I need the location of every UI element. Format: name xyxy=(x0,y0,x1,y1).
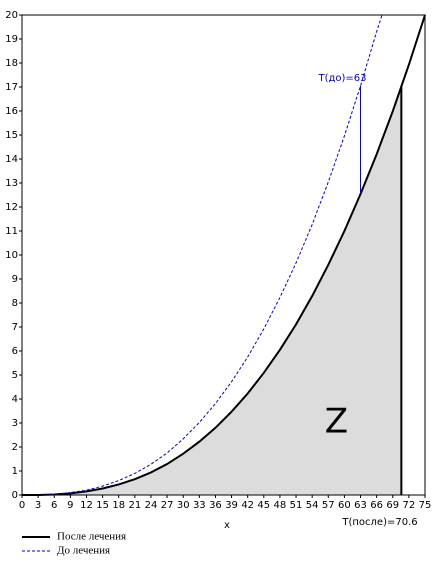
x-tick-label: 69 xyxy=(386,500,399,511)
x-tick-label: 6 xyxy=(51,500,57,511)
y-tick-label: 15 xyxy=(5,130,18,141)
x-tick-label: 72 xyxy=(403,500,416,511)
x-tick-label: 15 xyxy=(96,500,109,511)
x-tick-label: 33 xyxy=(193,500,206,511)
x-tick-label: 45 xyxy=(257,500,270,511)
y-tick-label: 1 xyxy=(12,466,18,477)
series-line xyxy=(22,14,426,496)
y-tick-label: 11 xyxy=(5,226,18,237)
x-tick-label: 36 xyxy=(209,500,222,511)
t-after-label: T(после)=70.6 xyxy=(341,517,417,528)
legend-label: До лечения xyxy=(57,545,110,557)
y-tick-label: 9 xyxy=(12,274,18,285)
x-tick-label: 24 xyxy=(145,500,158,511)
y-tick-label: 16 xyxy=(5,106,18,117)
x-tick-label: 42 xyxy=(241,500,254,511)
area-label: Z xyxy=(325,402,348,442)
y-tick-label: 2 xyxy=(12,442,18,453)
y-tick-label: 7 xyxy=(12,322,18,333)
y-tick-label: 18 xyxy=(5,58,18,69)
y-tick-label: 13 xyxy=(5,178,18,189)
x-tick-label: 0 xyxy=(19,500,25,511)
y-tick-label: 8 xyxy=(12,298,18,309)
x-tick-label: 18 xyxy=(112,500,125,511)
x-axis-label: x xyxy=(224,520,230,531)
y-tick-label: 0 xyxy=(12,490,18,501)
x-tick-label: 51 xyxy=(290,500,303,511)
x-tick-label: 63 xyxy=(354,500,367,511)
area xyxy=(22,86,402,496)
y-tick-label: 5 xyxy=(12,370,18,381)
x-tick-label: 39 xyxy=(225,500,238,511)
t-before-label: T(до)=63 xyxy=(317,73,366,84)
x-tick-label: 9 xyxy=(67,500,73,511)
x-tick-label: 21 xyxy=(128,500,141,511)
x-tick-label: 27 xyxy=(161,500,174,511)
x-tick-label: 54 xyxy=(306,500,319,511)
y-tick-label: 4 xyxy=(12,394,18,405)
y-tick-label: 12 xyxy=(5,202,18,213)
y-tick-label: 20 xyxy=(5,10,18,21)
x-tick-label: 57 xyxy=(322,500,335,511)
x-tick-label: 60 xyxy=(338,500,351,511)
y-tick-label: 10 xyxy=(5,250,18,261)
series-line xyxy=(22,14,383,496)
y-tick-label: 17 xyxy=(5,82,18,93)
y-tick-label: 6 xyxy=(12,346,18,357)
y-tick-label: 14 xyxy=(5,154,18,165)
x-tick-label: 48 xyxy=(274,500,287,511)
y-tick-label: 19 xyxy=(5,34,18,45)
x-tick-label: 30 xyxy=(177,500,190,511)
x-tick-label: 75 xyxy=(419,500,432,511)
x-tick-label: 12 xyxy=(80,500,93,511)
legend-label: После лечения xyxy=(57,531,126,543)
y-tick-label: 3 xyxy=(12,418,18,429)
x-tick-label: 3 xyxy=(35,500,41,511)
x-tick-label: 66 xyxy=(370,500,383,511)
